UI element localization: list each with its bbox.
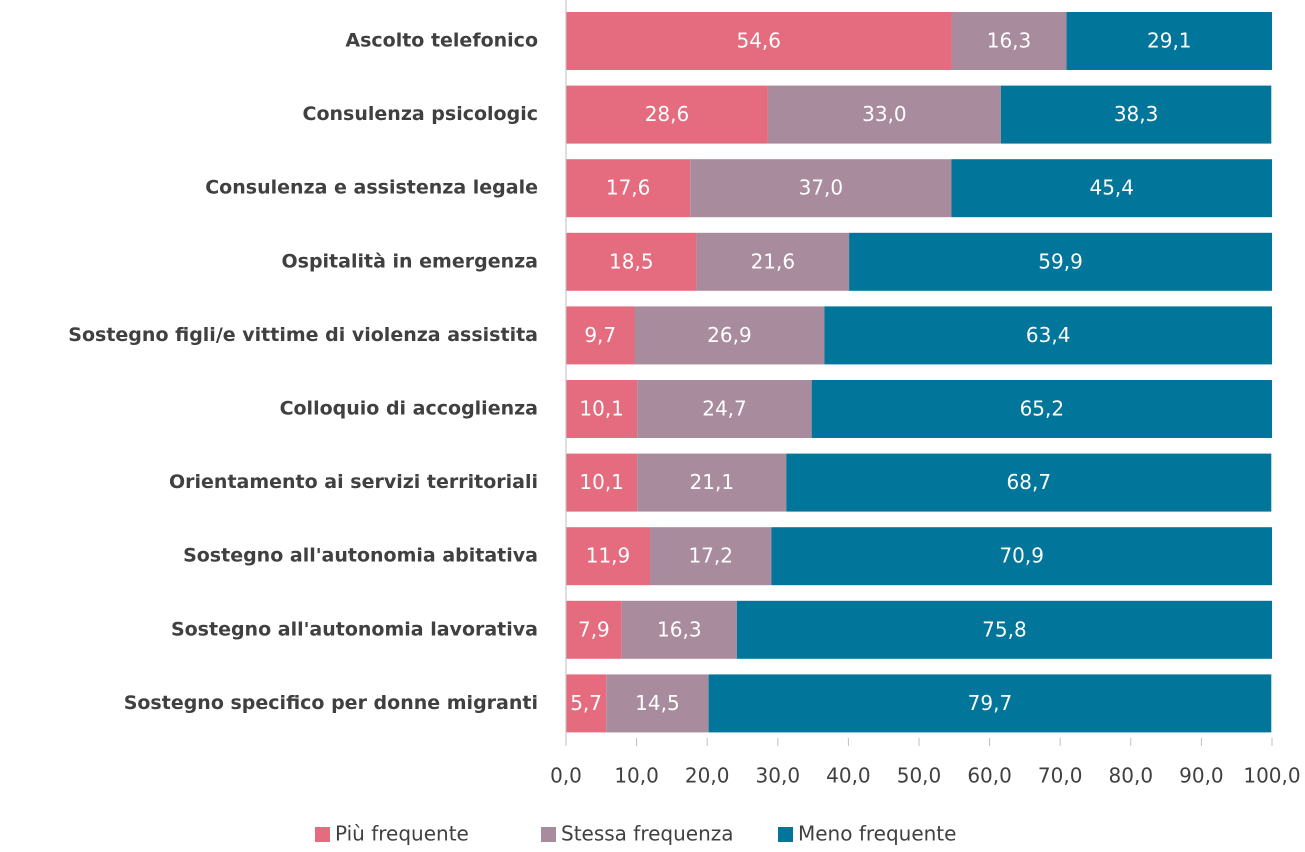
category-label: Orientamento ai servizi territoriali: [169, 471, 538, 493]
bar-segment: [708, 674, 1272, 733]
category-label: Sostegno all'autonomia abitativa: [183, 545, 538, 567]
bar-segment: [566, 232, 697, 291]
value-label: 10,1: [579, 470, 624, 494]
value-label: 45,4: [1089, 176, 1134, 200]
bar-segment: [1000, 85, 1272, 144]
x-tick-label: 20,0: [685, 764, 730, 788]
bar-segment: [771, 527, 1272, 586]
value-label: 54,6: [736, 29, 781, 53]
category-label: Ospitalità in emergenza: [281, 250, 538, 272]
category-label: Consulenza e assistenza legale: [205, 177, 538, 199]
bar-segment: [621, 600, 737, 659]
bar-segment: [566, 600, 622, 659]
legend-label: Stessa frequenza: [561, 822, 734, 846]
x-tick-label: 90,0: [1179, 764, 1224, 788]
bar-segment: [951, 159, 1272, 218]
value-label: 37,0: [799, 176, 844, 200]
value-label: 79,7: [968, 691, 1013, 715]
value-label: 16,3: [987, 29, 1032, 53]
value-label: 14,5: [635, 691, 680, 715]
value-label: 16,3: [657, 617, 702, 641]
bar-segment: [1066, 12, 1272, 70]
value-label: 17,6: [606, 176, 651, 200]
category-label: Ascolto telefonico: [345, 30, 538, 52]
x-tick-label: 60,0: [967, 764, 1012, 788]
bar-segment: [566, 380, 638, 438]
bar-segment: [566, 674, 607, 733]
x-tick-label: 100,0: [1243, 764, 1300, 788]
legend-label: Meno frequente: [798, 822, 956, 846]
bar-segment: [650, 527, 772, 586]
value-label: 38,3: [1114, 102, 1159, 126]
x-tick-label: 30,0: [756, 764, 801, 788]
value-label: 18,5: [609, 249, 654, 273]
bar-segment: [566, 85, 768, 144]
category-label: Sostegno figli/e vittime di violenza ass…: [68, 324, 538, 346]
value-label: 33,0: [862, 102, 907, 126]
bar-segment: [566, 306, 635, 365]
x-tick-label: 80,0: [1109, 764, 1154, 788]
legend-swatch: [778, 827, 793, 842]
category-label: Colloquio di accoglienza: [280, 398, 538, 420]
bar-segment: [637, 453, 787, 512]
legend-swatch: [541, 827, 556, 842]
bar-segment: [690, 159, 952, 218]
value-label: 11,9: [586, 544, 631, 568]
x-tick-label: 10,0: [614, 764, 659, 788]
value-label: 68,7: [1007, 470, 1052, 494]
category-label: Sostegno specifico per donne migranti: [124, 692, 538, 714]
bar-segment: [606, 674, 709, 733]
bar-segment: [849, 232, 1272, 291]
bar-segment: [696, 232, 850, 291]
value-label: 63,4: [1026, 323, 1071, 347]
value-label: 10,1: [579, 397, 624, 421]
x-tick-label: 40,0: [826, 764, 871, 788]
bar-segment: [566, 159, 691, 218]
value-label: 28,6: [645, 102, 690, 126]
bar-segment: [811, 380, 1272, 438]
value-label: 70,9: [999, 544, 1044, 568]
bar-segment: [637, 380, 812, 438]
legend-swatch: [315, 827, 330, 842]
bar-segment: [566, 527, 651, 586]
x-tick-label: 0,0: [550, 764, 582, 788]
bar-segment: [951, 12, 1067, 70]
value-label: 65,2: [1020, 397, 1065, 421]
value-label: 9,7: [584, 323, 616, 347]
category-label: Consulenza psicologic: [303, 103, 538, 125]
bar-segment: [824, 306, 1272, 365]
bar-segment: [767, 85, 1001, 144]
value-label: 21,6: [751, 249, 796, 273]
x-tick-label: 50,0: [897, 764, 942, 788]
bar-segment: [566, 453, 638, 512]
value-label: 29,1: [1147, 29, 1192, 53]
value-label: 26,9: [707, 323, 752, 347]
category-label: Sostegno all'autonomia lavorativa: [171, 618, 538, 640]
value-label: 21,1: [690, 470, 735, 494]
value-label: 75,8: [982, 617, 1027, 641]
bar-segment: [786, 453, 1272, 512]
bar-segment: [566, 12, 952, 70]
bar-segment: [736, 600, 1272, 659]
value-label: 5,7: [570, 691, 602, 715]
x-tick-label: 70,0: [1038, 764, 1083, 788]
value-label: 24,7: [702, 397, 747, 421]
bar-segment: [634, 306, 825, 365]
legend-label: Più frequente: [335, 822, 469, 846]
value-label: 7,9: [578, 617, 610, 641]
value-label: 17,2: [688, 544, 733, 568]
value-label: 59,9: [1038, 249, 1083, 273]
